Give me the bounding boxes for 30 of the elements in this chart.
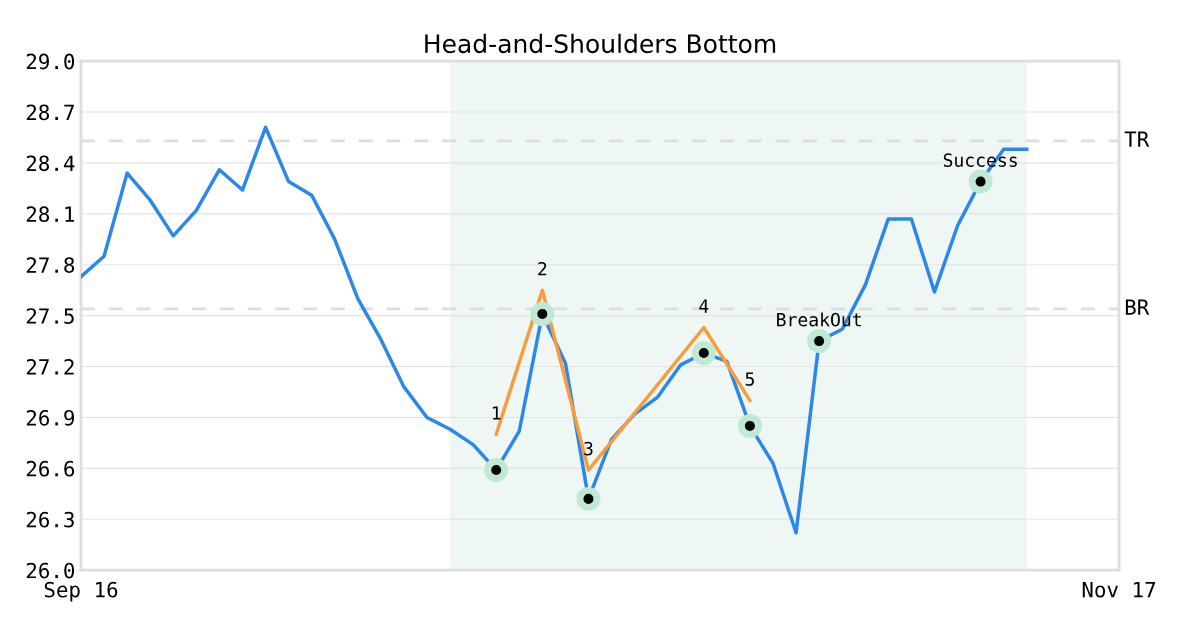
point	[968, 169, 993, 194]
annotation: 4	[699, 299, 709, 313]
annotation: 1	[492, 406, 501, 420]
point	[737, 413, 762, 438]
point	[691, 340, 716, 365]
point	[484, 458, 509, 483]
y-tick-label: 27.8	[26, 257, 75, 273]
annotation: 3	[584, 441, 593, 456]
annotation: 2	[538, 261, 547, 276]
y-tick-label: 28.4	[26, 155, 75, 172]
point	[807, 329, 832, 354]
x-tick-label: Sep 16	[44, 581, 118, 602]
y-tick-label: 29.0	[26, 53, 75, 70]
annotation: 5	[745, 372, 754, 386]
y-tick-label: 28.1	[26, 206, 75, 223]
y-tick-label: 26.3	[26, 511, 74, 528]
y-tick-label: 26.6	[26, 460, 75, 477]
y-tick-label: 26.9	[26, 409, 75, 426]
y-tick-label: 28.7	[26, 104, 74, 121]
ref-line-label: TR	[1124, 131, 1150, 147]
y-tick-label: 27.2	[26, 359, 74, 375]
point	[576, 486, 601, 511]
point	[530, 301, 555, 326]
line-series	[494, 288, 752, 472]
x-tick-label: Nov 17	[1082, 582, 1156, 598]
line-series	[81, 125, 1029, 535]
ref-line-label: BR	[1125, 299, 1150, 315]
y-tick-label: 27.5	[26, 308, 74, 324]
chart-title: Head-and-Shoulders Bottom	[425, 33, 776, 54]
y-tick-label: 26.0	[26, 562, 75, 579]
